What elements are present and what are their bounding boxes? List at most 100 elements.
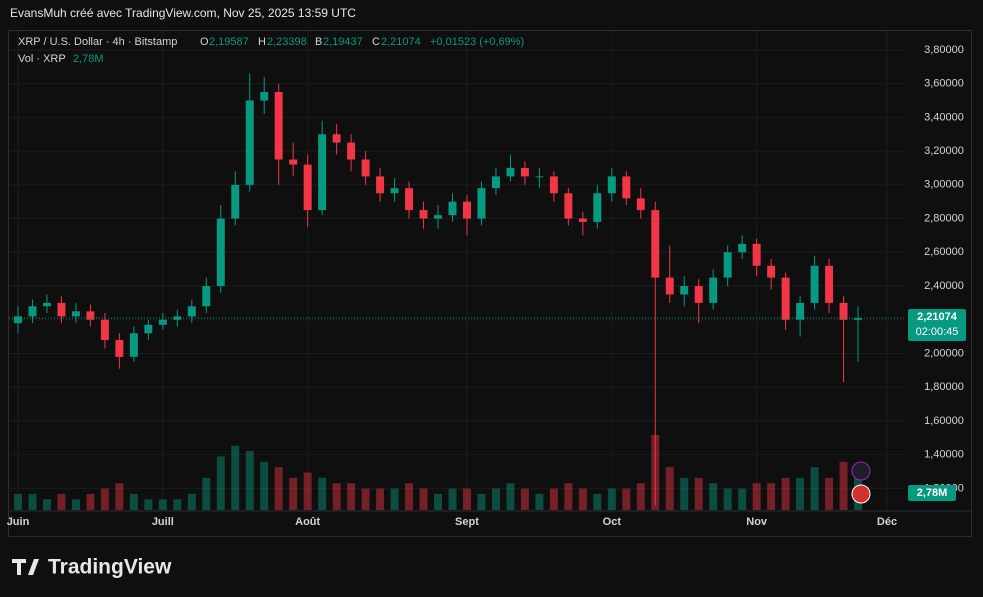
- x-tick-label: Déc: [877, 516, 897, 528]
- x-tick-label: Sept: [455, 516, 479, 528]
- volume-bar: [810, 467, 819, 510]
- event-icon[interactable]: [851, 484, 871, 504]
- ohlc-label: C: [372, 36, 380, 48]
- candle-body: [71, 311, 80, 317]
- x-tick-label: Nov: [746, 516, 768, 528]
- candle-body: [42, 302, 51, 307]
- volume-bar: [506, 483, 515, 510]
- volume-bar: [448, 488, 457, 510]
- volume-bar: [158, 499, 167, 510]
- volume-bar: [839, 461, 848, 510]
- candle-body: [506, 167, 515, 177]
- price-tag-label: 2,21074: [917, 311, 958, 323]
- candle-body: [216, 218, 225, 287]
- volume-tag: [908, 485, 956, 501]
- candle-body: [549, 176, 558, 194]
- volume-bar: [260, 461, 269, 510]
- candle-body: [158, 319, 167, 325]
- volume-bar: [376, 488, 385, 510]
- plot: [9, 31, 971, 512]
- x-tick-label: Oct: [603, 516, 622, 528]
- candle-body: [376, 176, 385, 194]
- candle-body: [839, 302, 848, 320]
- y-tick-label: 2,40000: [924, 280, 964, 292]
- volume-bar: [578, 488, 587, 510]
- volume-bar: [796, 477, 805, 510]
- candle-body: [202, 286, 211, 307]
- volume-bar: [419, 488, 428, 510]
- volume-bar: [71, 499, 80, 510]
- volume-bar: [825, 477, 834, 510]
- x-tick-label: Juin: [7, 516, 30, 528]
- candle-body: [303, 164, 312, 211]
- volume-label: Vol · XRP: [18, 53, 66, 65]
- volume-bar: [14, 493, 22, 510]
- y-tick-label: 3,00000: [924, 179, 964, 191]
- y-tick-label: 1,40000: [924, 449, 964, 461]
- candle-body: [593, 193, 602, 222]
- volume-bar: [115, 483, 124, 510]
- candle-body: [318, 134, 327, 211]
- volume-bar: [709, 483, 718, 510]
- candle-body: [767, 265, 776, 278]
- y-tick-label: 2,60000: [924, 246, 964, 258]
- candle-body: [347, 142, 356, 160]
- candle-body: [535, 176, 544, 178]
- y-tick-label: 3,80000: [924, 44, 964, 56]
- candle-body: [810, 265, 819, 303]
- candle-body: [781, 277, 790, 320]
- candle-body: [665, 277, 674, 295]
- volume-bar: [274, 467, 283, 510]
- volume-bar: [535, 493, 544, 510]
- candle-body: [636, 198, 645, 211]
- x-tick-label: Août: [295, 516, 320, 528]
- candle-body: [144, 324, 153, 334]
- alert-icon[interactable]: [851, 461, 871, 481]
- candle-body: [405, 188, 414, 211]
- volume-bar: [622, 488, 631, 510]
- volume-bar: [42, 499, 51, 510]
- icons: [851, 461, 871, 504]
- volume-bar: [405, 483, 414, 510]
- y-tick-label: 3,20000: [924, 145, 964, 157]
- volume-bar: [463, 488, 471, 510]
- candle-body: [709, 277, 718, 303]
- volume-tag-label: 2,78M: [917, 487, 948, 499]
- volume-bar: [549, 488, 558, 510]
- volume-bar: [28, 493, 37, 510]
- volume-bar: [245, 451, 254, 510]
- candle-body: [520, 167, 529, 177]
- ohlc-value: 2,23398: [267, 36, 307, 48]
- ohlc-label: H: [258, 36, 266, 48]
- candle-body: [578, 218, 587, 222]
- volume-bar: [593, 493, 602, 510]
- volume-bar: [636, 483, 645, 510]
- volume-bar: [216, 456, 225, 510]
- volume-bar: [129, 493, 138, 510]
- candle-body: [448, 201, 457, 216]
- candle-body: [477, 188, 486, 219]
- candle-body: [622, 176, 631, 199]
- volume-bar: [332, 483, 341, 510]
- y-tick-label: 3,40000: [924, 111, 964, 123]
- symbol-title: XRP / U.S. Dollar · 4h · Bitstamp: [18, 36, 177, 48]
- volume-bar: [361, 488, 370, 510]
- volume-value: 2,78M: [73, 53, 104, 65]
- candle-body: [463, 201, 471, 219]
- y-tick-label: 1,60000: [924, 415, 964, 427]
- y-tick-label: 2,00000: [924, 347, 964, 359]
- candle-body: [564, 193, 573, 219]
- ohlc-label: B: [315, 36, 322, 48]
- candle-body: [57, 302, 66, 317]
- candle-body: [796, 302, 805, 320]
- volume-bar: [564, 483, 573, 510]
- logo-mark: [12, 559, 39, 575]
- volume-bar: [781, 477, 790, 510]
- volume-bar: [144, 499, 153, 510]
- volume-bar: [173, 499, 182, 510]
- candle-body: [723, 252, 732, 278]
- candle-body: [607, 176, 616, 194]
- candle-body: [289, 159, 298, 165]
- volume-bar: [100, 488, 109, 510]
- candle-body: [86, 311, 95, 320]
